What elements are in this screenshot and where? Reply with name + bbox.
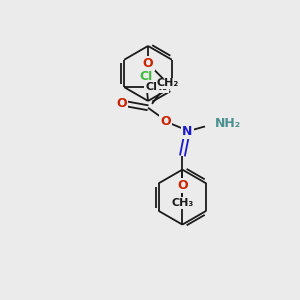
- Text: NH₂: NH₂: [215, 117, 241, 130]
- Text: CH₃: CH₃: [171, 198, 194, 208]
- Text: O: O: [160, 115, 171, 128]
- Text: Cl: Cl: [140, 70, 153, 83]
- Text: CH₂: CH₂: [157, 78, 179, 88]
- Text: N: N: [182, 125, 193, 138]
- Text: CH₃: CH₃: [146, 82, 168, 92]
- Text: O: O: [143, 57, 153, 70]
- Text: O: O: [116, 98, 127, 110]
- Text: O: O: [177, 179, 188, 192]
